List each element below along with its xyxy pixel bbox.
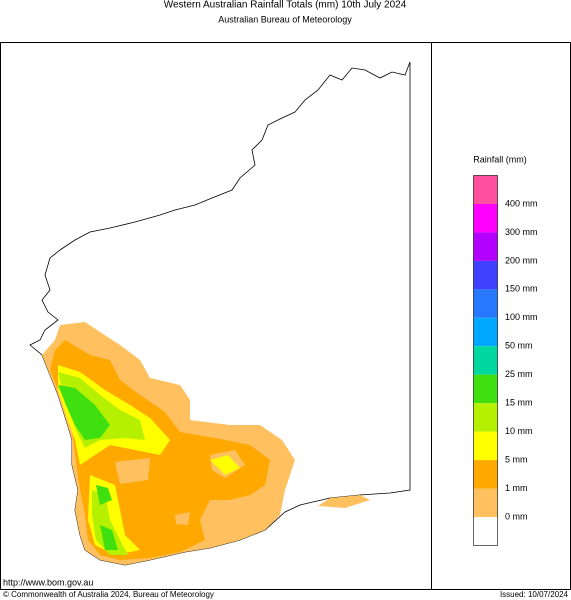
legend-label: 100 mm <box>505 312 538 322</box>
copyright: © Commonwealth of Australia 2024, Bureau… <box>3 590 214 599</box>
subtitle: Australian Bureau of Meteorology <box>218 14 352 24</box>
legend-border <box>473 175 498 546</box>
rain-25mm <box>58 385 118 550</box>
legend-swatch <box>473 488 498 518</box>
legend-title: Rainfall (mm) <box>473 154 527 164</box>
legend-swatch <box>473 374 498 404</box>
issued: Issued: 10/07/2024 <box>500 590 569 599</box>
legend: 400 mm 300 mm 200 mm 150 mm 100 mm 50 mm 25 mm… <box>473 175 538 546</box>
legend-label: 300 mm <box>505 227 538 237</box>
legend-swatch <box>473 403 498 432</box>
url: http://www.bom.gov.au <box>3 577 93 587</box>
legend-swatch <box>473 460 498 489</box>
legend-label: 50 mm <box>505 341 533 351</box>
legend-swatch <box>473 289 498 318</box>
title: Western Australian Rainfall Totals (mm) … <box>164 0 407 11</box>
legend-swatch <box>473 517 498 546</box>
legend-label: 5 mm <box>505 454 528 464</box>
legend-label: 400 mm <box>505 198 538 208</box>
legend-label: 0 mm <box>505 511 528 521</box>
legend-swatch <box>473 346 498 375</box>
legend-label: 25 mm <box>505 369 533 379</box>
legend-label: 15 mm <box>505 398 533 408</box>
legend-label: 10 mm <box>505 426 533 436</box>
legend-swatch <box>473 431 498 461</box>
legend-swatch <box>473 175 498 204</box>
legend-label: 200 mm <box>505 255 538 265</box>
legend-label: 150 mm <box>505 284 538 294</box>
rain-1mm-east <box>318 495 370 508</box>
legend-swatch <box>473 260 498 290</box>
legend-swatch <box>473 317 498 347</box>
legend-swatch <box>473 232 498 261</box>
legend-label: 1 mm <box>505 483 528 493</box>
legend-swatch <box>473 203 498 233</box>
